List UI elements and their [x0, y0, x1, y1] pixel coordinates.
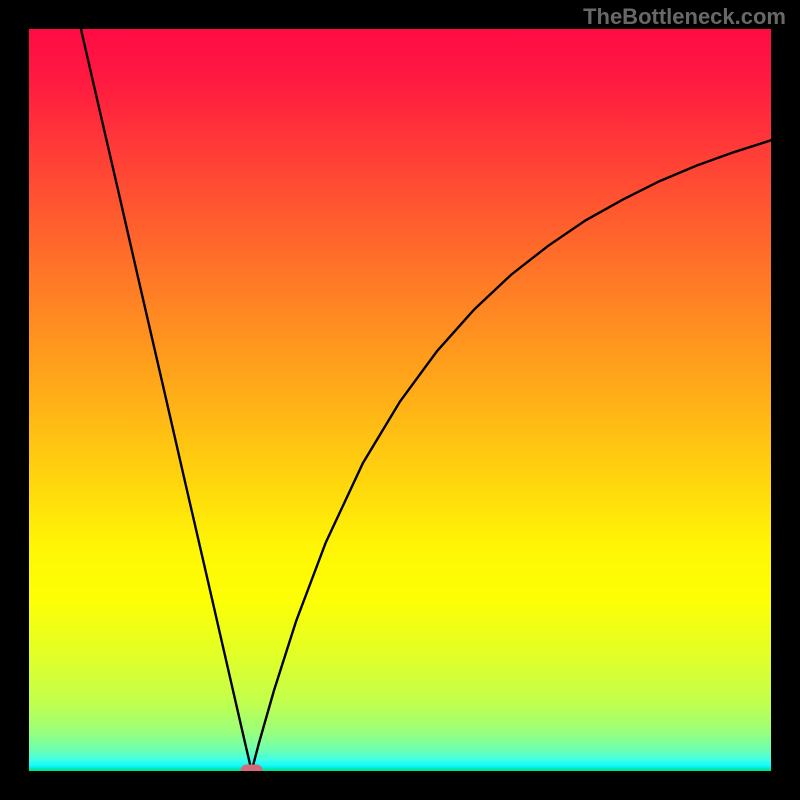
- watermark-text: TheBottleneck.com: [583, 4, 786, 30]
- minimum-marker: [241, 765, 263, 772]
- plot-area: [29, 29, 771, 771]
- chart-container: TheBottleneck.com: [0, 0, 800, 800]
